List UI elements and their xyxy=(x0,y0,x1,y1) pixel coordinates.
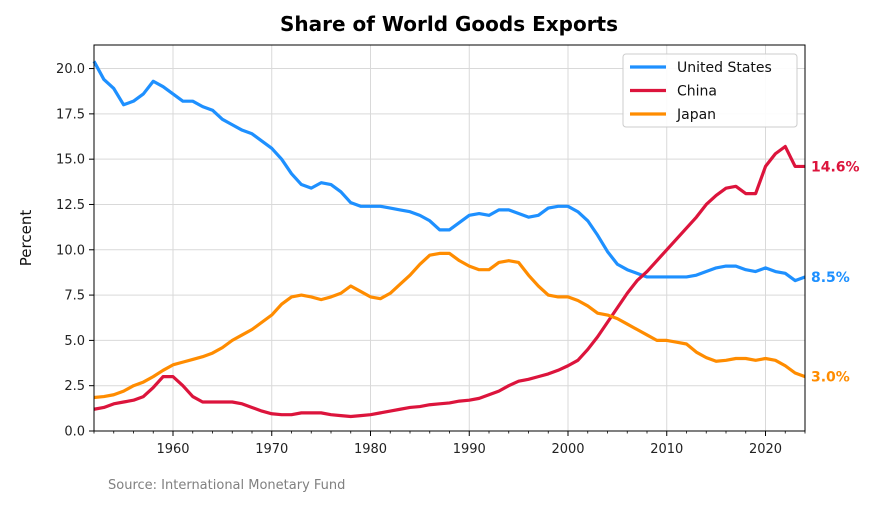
y-tick-label: 10.0 xyxy=(56,243,85,258)
x-tick-label: 1990 xyxy=(453,442,486,457)
x-tick-label: 2000 xyxy=(551,442,584,457)
series-line-united-states xyxy=(92,60,806,283)
x-tick-label: 1960 xyxy=(156,442,189,457)
source-note: Source: International Monetary Fund xyxy=(108,478,345,493)
y-tick-label: 0.0 xyxy=(64,425,85,440)
chart-title: Share of World Goods Exports xyxy=(280,12,618,36)
y-axis-label: Percent xyxy=(17,210,35,267)
end-value-labels: 8.5% 14.6% 3.0% xyxy=(811,159,860,385)
x-tick-label: 1980 xyxy=(354,442,387,457)
legend: United States China Japan xyxy=(622,53,798,128)
y-tick-label: 7.5 xyxy=(64,289,85,304)
end-label-china: 14.6% xyxy=(811,159,860,175)
axis-ticks: 1960 1970 1980 1990 2000 2010 2020 0.0 2.5 5.0 7.5… xyxy=(56,62,806,457)
y-tick-label: 15.0 xyxy=(56,153,85,168)
end-label-japan: 3.0% xyxy=(811,370,850,386)
end-label-united-states: 8.5% xyxy=(811,270,850,286)
y-tick-label: 17.5 xyxy=(56,107,85,122)
x-tick-label: 1970 xyxy=(255,442,288,457)
legend-box xyxy=(622,53,798,128)
x-tick-label: 2020 xyxy=(749,442,782,457)
legend-entry: Japan xyxy=(676,107,716,123)
legend-entry: United States xyxy=(677,60,772,76)
series-line-japan xyxy=(93,251,806,400)
y-tick-label: 2.5 xyxy=(64,379,85,394)
x-tick-label: 2010 xyxy=(650,442,683,457)
series-line-china xyxy=(93,144,805,419)
legend-entry: China xyxy=(677,84,717,100)
y-tick-label: 20.0 xyxy=(56,62,85,77)
series-lines xyxy=(92,60,806,419)
y-tick-label: 12.5 xyxy=(56,198,85,213)
y-tick-label: 5.0 xyxy=(64,334,85,349)
